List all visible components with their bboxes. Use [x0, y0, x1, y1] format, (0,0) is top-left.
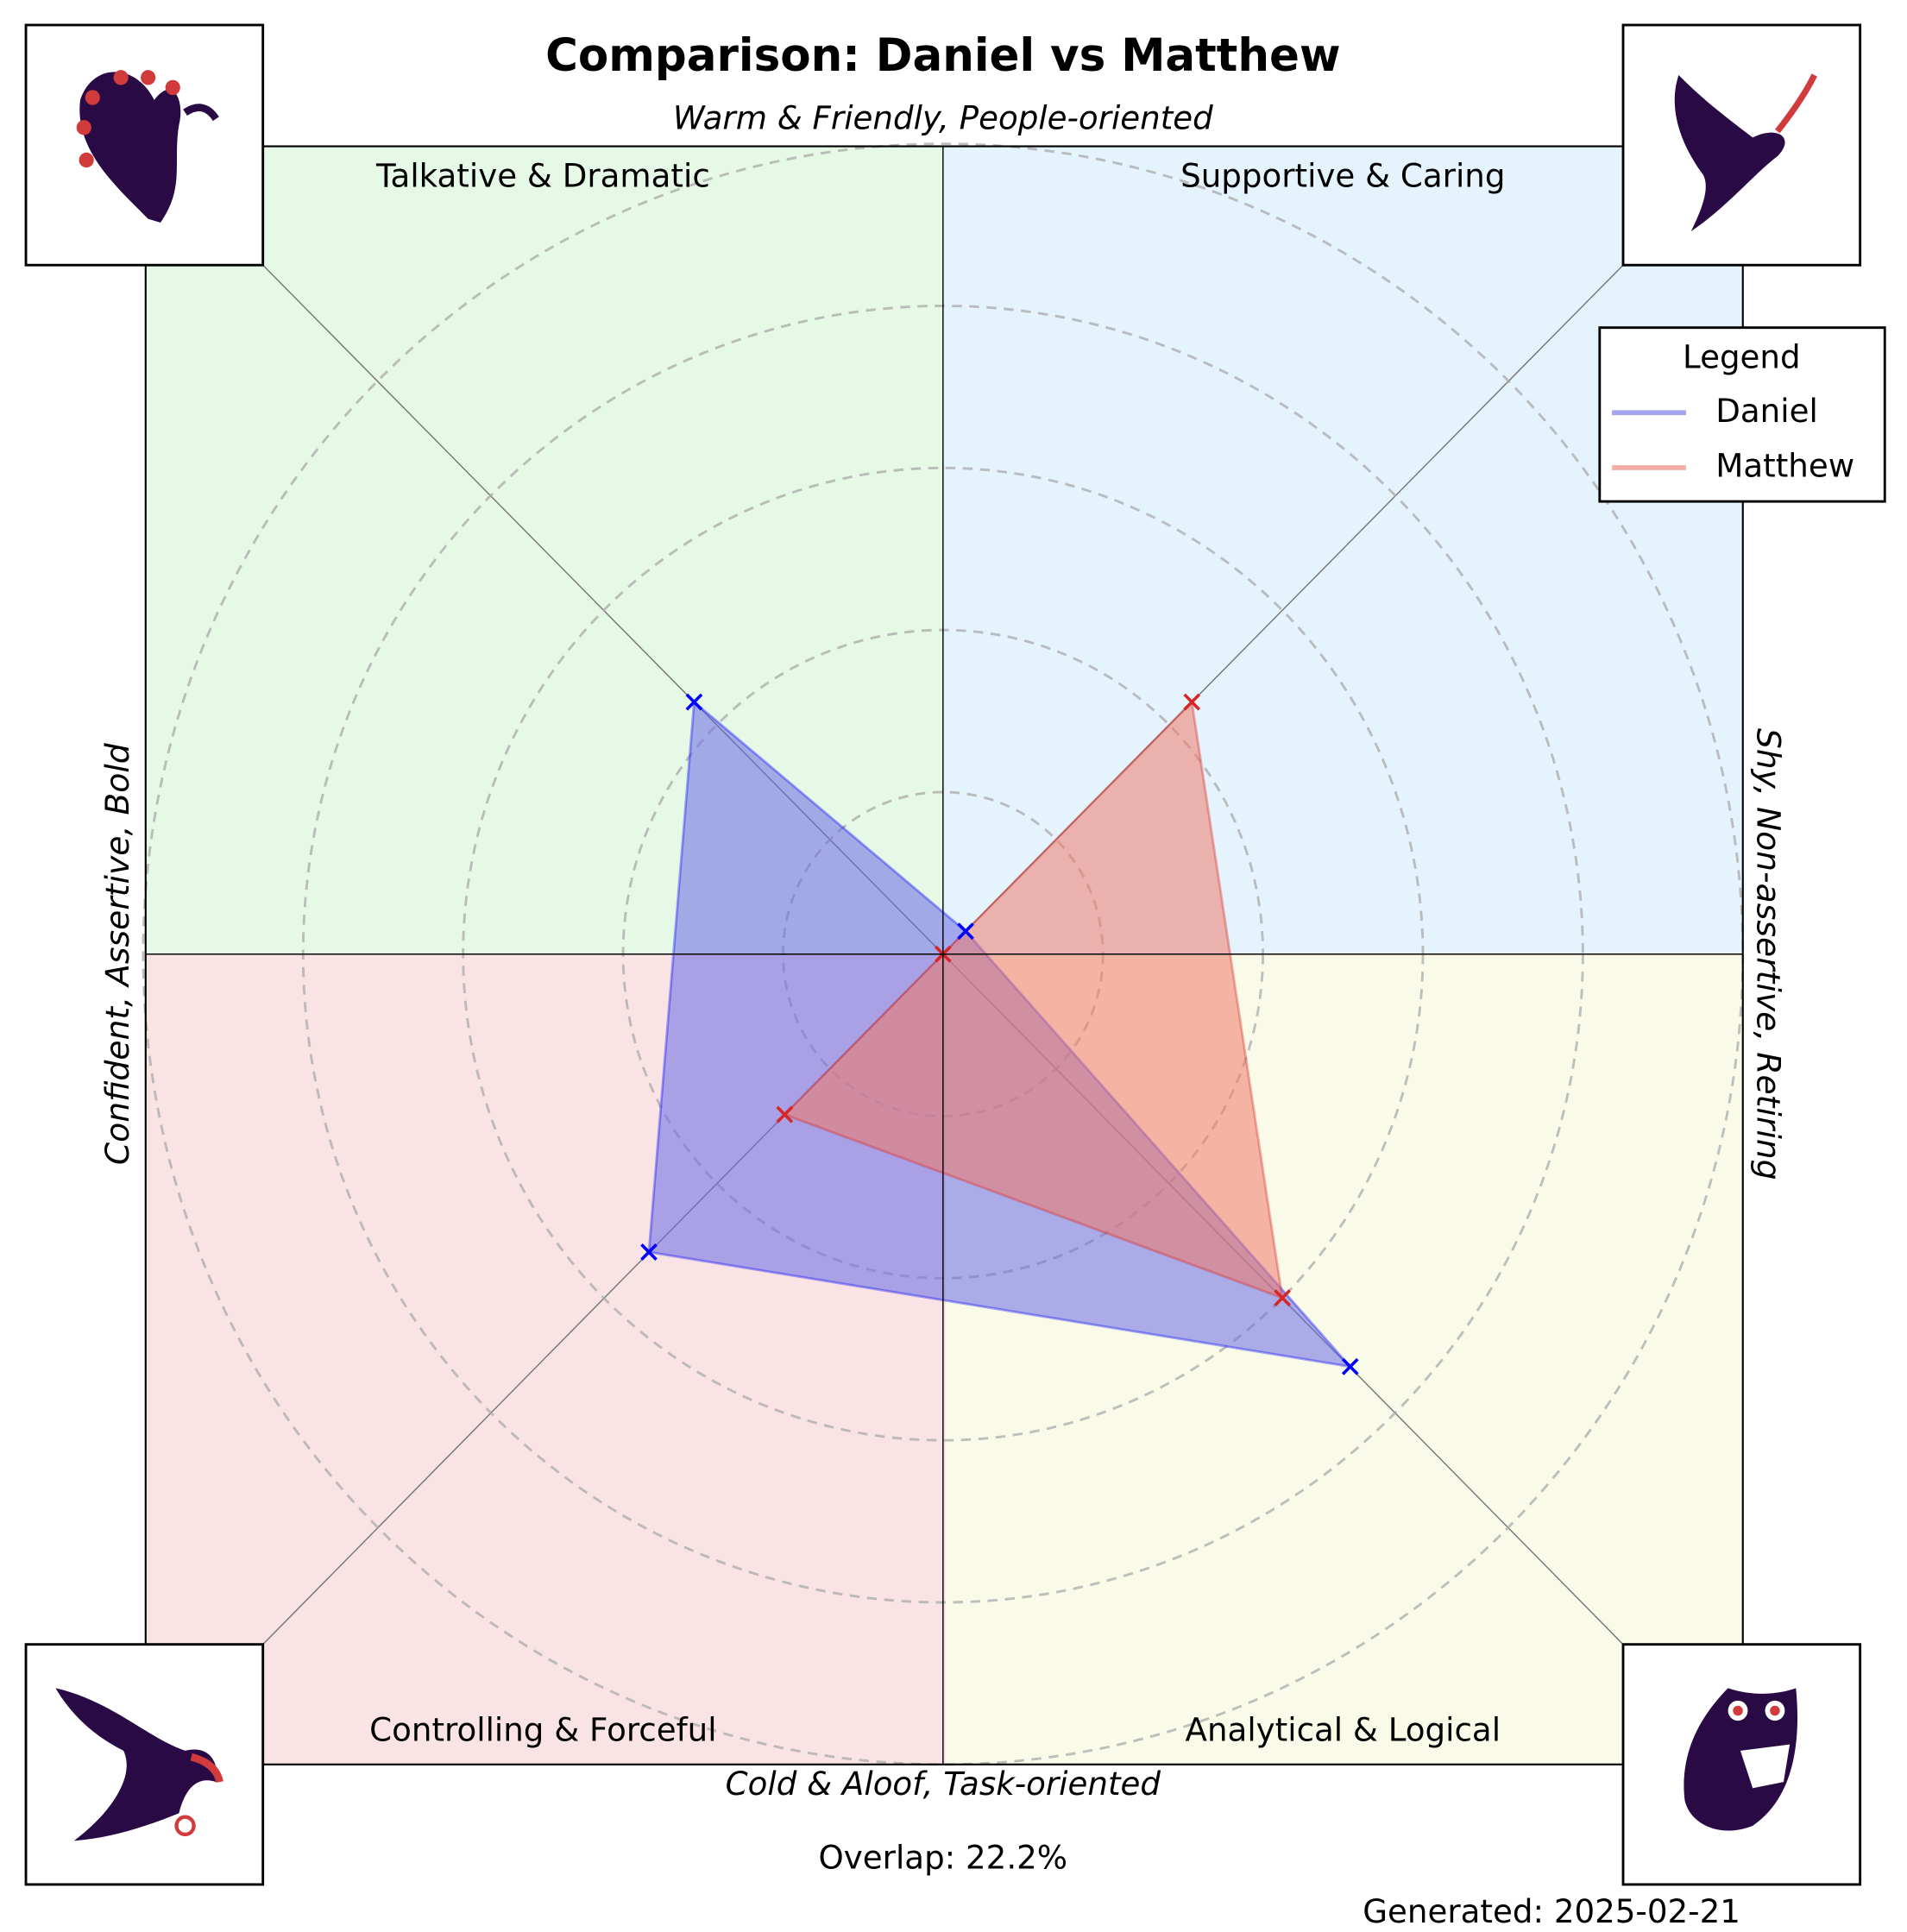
overlap-note: Overlap: 22.2% [819, 1838, 1068, 1876]
frame [144, 145, 1744, 1765]
marker [1183, 693, 1201, 711]
bottom-label: Cold & Aloof, Task-oriented [726, 1765, 1161, 1803]
quadrant-label: Supportive & Caring [1180, 156, 1505, 194]
icon-eagle [24, 1643, 265, 1886]
marker [1274, 1289, 1291, 1307]
right-label: Shy, Non-assertive, Retiring [1750, 728, 1788, 1180]
top-label: Warm & Friendly, People-oriented [673, 98, 1213, 136]
marker [1341, 1357, 1359, 1375]
icon-owl [1621, 1643, 1862, 1886]
marker [640, 1243, 658, 1262]
legend: Legend Daniel Matthew [1598, 326, 1886, 503]
legend-label: Daniel [1715, 392, 1818, 430]
marker [685, 693, 703, 711]
icon-dove [1621, 23, 1862, 267]
generated-note: Generated: 2025-02-21 [1363, 1892, 1740, 1930]
quadrant-label: Controlling & Forceful [369, 1710, 716, 1748]
legend-title: Legend [1683, 337, 1801, 375]
marker [957, 922, 974, 941]
quadrant-label: Analytical & Logical [1186, 1710, 1501, 1748]
quadrant-label: Talkative & Dramatic [375, 156, 710, 194]
legend-label: Matthew [1715, 446, 1854, 484]
plot [640, 693, 1359, 1375]
icon-peacock [24, 23, 265, 267]
chart-title: Comparison: Daniel vs Matthew [545, 30, 1340, 82]
left-label: Confident, Assertive, Bold [98, 743, 136, 1165]
marker [776, 1105, 794, 1123]
